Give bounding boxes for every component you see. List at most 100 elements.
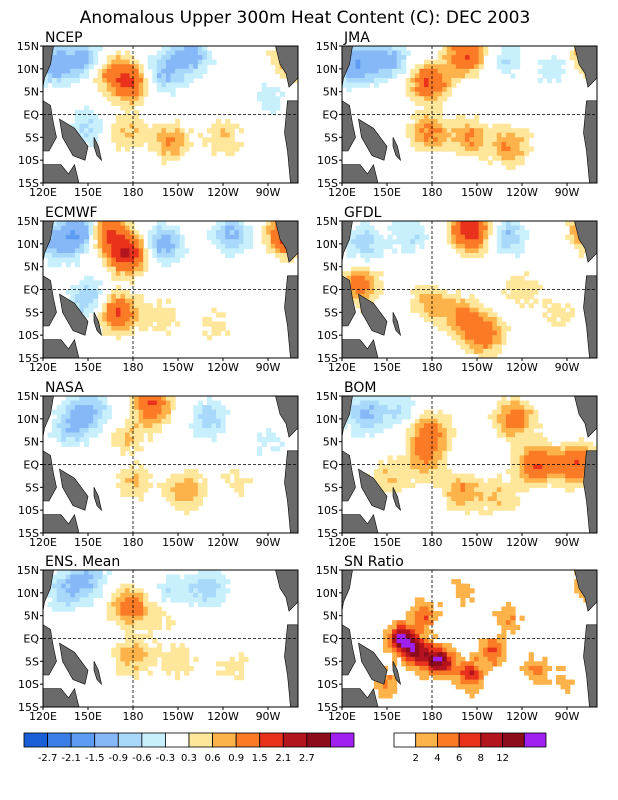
colorbar-swatch: [47, 732, 72, 748]
colorbar-swatch: [523, 732, 547, 748]
y-tick-label: 15N: [17, 215, 39, 228]
y-tick-label: 5N: [24, 610, 39, 623]
x-tick-label: 90W: [256, 710, 281, 723]
y-tick-label: 15N: [316, 390, 338, 403]
y-tick-label: 15S: [317, 177, 338, 190]
y-tick-label: 10N: [316, 587, 338, 600]
x-tick-label: 180: [422, 361, 443, 374]
y-tick-label: EQ: [23, 459, 39, 472]
y-tick-label: 5N: [323, 436, 338, 449]
y-tick-label: 10N: [316, 238, 338, 251]
colorbar-swatch: [282, 732, 308, 748]
y-tick-label: 10N: [316, 63, 338, 76]
y-tick-label: 5S: [25, 481, 39, 494]
colorbar-label: 6: [456, 753, 462, 764]
y-tick-label: 15S: [18, 701, 39, 714]
y-tick-label: EQ: [23, 633, 39, 646]
colorbar-label: 2: [413, 753, 419, 764]
y-tick-label: 10S: [18, 678, 39, 691]
x-tick-label: 150E: [373, 536, 401, 549]
y-tick-label: 10S: [317, 504, 338, 517]
x-tick-label: 150W: [461, 536, 493, 549]
x-tick-label: 150E: [74, 710, 102, 723]
colorbar-label: -2.7: [38, 753, 58, 764]
colorbar-label: 0.6: [205, 753, 221, 764]
y-tick-label: 10S: [317, 329, 338, 342]
y-tick-label: 15N: [316, 564, 338, 577]
y-tick-label: 15S: [18, 527, 39, 540]
x-tick-label: 150E: [74, 361, 102, 374]
y-tick-label: 10S: [317, 678, 338, 691]
colorbar-label: 0.3: [181, 753, 197, 764]
x-tick-label: 150W: [461, 710, 493, 723]
y-tick-label: 10N: [17, 63, 39, 76]
y-tick-label: 15N: [316, 215, 338, 228]
land-mask: [342, 570, 597, 707]
x-tick-label: 150E: [373, 186, 401, 199]
panel-title: ECMWF: [45, 205, 98, 221]
panel-nasa: NASA 120E 150E 180 150W 120W 90W 15N 10N 5N EQ 5S 10…: [17, 380, 299, 549]
panel-title: NASA: [45, 380, 84, 396]
y-tick-label: 5N: [323, 261, 338, 274]
colorbar-swatch: [165, 732, 190, 748]
y-tick-label: 5N: [323, 610, 338, 623]
y-tick-label: 5S: [324, 306, 338, 319]
land-mask: [43, 221, 298, 358]
x-tick-label: 90W: [555, 361, 580, 374]
heat-field: [342, 396, 597, 516]
y-tick-label: 15N: [17, 564, 39, 577]
y-tick-label: 5S: [25, 306, 39, 319]
colorbar-swatch: [188, 732, 213, 748]
heat-field: [342, 46, 597, 170]
y-tick-label: 15S: [317, 701, 338, 714]
colorbar-swatch: [117, 732, 143, 748]
y-tick-label: 5N: [323, 86, 338, 99]
x-tick-label: 150E: [74, 536, 102, 549]
x-tick-label: 120E: [29, 186, 57, 199]
land-mask: [43, 570, 298, 707]
panel-title: JMA: [343, 30, 370, 46]
x-tick-label: 120E: [328, 186, 356, 199]
colorbar-label: 12: [496, 753, 509, 764]
x-tick-label: 180: [422, 186, 443, 199]
x-tick-label: 90W: [256, 536, 281, 549]
y-tick-label: EQ: [322, 109, 338, 122]
y-tick-label: 5S: [25, 131, 39, 144]
sn-ratio-colorbar: 2 4 6 8 12: [393, 732, 547, 764]
x-tick-label: 120E: [29, 536, 57, 549]
panel-title: NCEP: [45, 30, 83, 46]
colorbar-swatch: [502, 732, 525, 748]
colorbar-swatch: [437, 732, 460, 748]
x-tick-label: 90W: [555, 536, 580, 549]
panel-gfdl: GFDL 120E 150E 180 150W 120W 90W 15N 10N 5N EQ 5S 10…: [316, 205, 598, 374]
y-tick-label: EQ: [23, 109, 39, 122]
colorbar-label: -1.5: [85, 753, 105, 764]
y-tick-label: 15N: [17, 390, 39, 403]
y-tick-label: 5N: [24, 261, 39, 274]
colorbar-label: -0.6: [132, 753, 152, 764]
y-tick-label: EQ: [322, 633, 338, 646]
panel-bom: BOM 120E 150E 180 150W 120W 90W 15N 10N 5N EQ 5S 10S…: [316, 380, 598, 549]
y-tick-label: EQ: [322, 284, 338, 297]
land-mask: [43, 46, 298, 183]
x-tick-label: 150E: [373, 361, 401, 374]
panels: NCEP 120E 150E 180 150W 120W 90W 15N 10N 5N EQ 5S 10…: [17, 30, 598, 723]
anomaly-colorbar: -2.7 -2.1 -1.5 -0.9 -0.6 -0.3 0.3 0.6 0.9 1.5 2.1 2…: [23, 732, 355, 764]
x-tick-label: 180: [422, 536, 443, 549]
x-tick-label: 120W: [207, 361, 239, 374]
x-tick-label: 120E: [328, 710, 356, 723]
colorbar-swatch: [393, 732, 417, 748]
y-tick-label: 5S: [324, 655, 338, 668]
figure-title: Anomalous Upper 300m Heat Content (C): D…: [80, 8, 531, 28]
x-tick-label: 150W: [162, 186, 194, 199]
colorbar-swatch: [23, 732, 48, 748]
x-tick-label: 180: [123, 710, 144, 723]
colorbar-swatch: [306, 732, 331, 748]
y-tick-label: 15N: [17, 40, 39, 53]
y-tick-label: 5N: [24, 436, 39, 449]
colorbar-swatch: [259, 732, 284, 748]
y-tick-label: EQ: [23, 284, 39, 297]
colorbar-swatch: [330, 732, 355, 748]
colorbar-swatch: [415, 732, 438, 748]
